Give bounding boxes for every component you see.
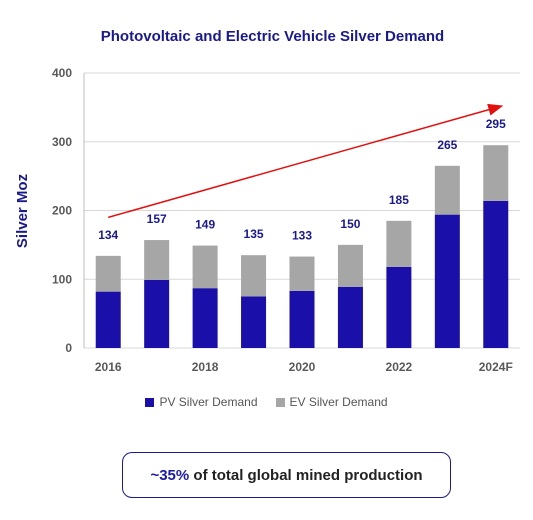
y-tick-label: 200 xyxy=(52,204,72,218)
total-label: 265 xyxy=(437,138,457,152)
legend-item-ev: EV Silver Demand xyxy=(275,395,388,409)
total-label: 295 xyxy=(486,117,506,131)
total-label: 157 xyxy=(147,212,167,226)
legend-item-pv: PV Silver Demand xyxy=(145,395,258,409)
bar-ev xyxy=(483,145,509,201)
bar-pv xyxy=(241,296,267,348)
total-label: 150 xyxy=(340,217,360,231)
x-tick-label: 2018 xyxy=(192,360,219,374)
callout-text: of total global mined production xyxy=(189,466,423,484)
legend-label-pv: PV Silver Demand xyxy=(159,395,258,409)
total-label: 185 xyxy=(389,193,409,207)
bar-pv xyxy=(434,214,460,348)
y-tick-label: 0 xyxy=(65,341,72,355)
x-tick-label: 2024F xyxy=(479,360,513,374)
bar-ev xyxy=(241,255,267,297)
total-label: 134 xyxy=(98,228,118,242)
bar-pv xyxy=(95,291,121,348)
bar-pv xyxy=(386,266,412,348)
bar-ev xyxy=(192,245,218,289)
total-label: 135 xyxy=(244,227,264,241)
total-label: 133 xyxy=(292,229,312,243)
bar-ev xyxy=(434,165,460,215)
bar-ev xyxy=(386,220,412,267)
y-axis-label: Silver Moz xyxy=(14,174,31,248)
legend-label-ev: EV Silver Demand xyxy=(289,395,388,409)
y-tick-label: 300 xyxy=(52,135,72,149)
bar-ev xyxy=(144,240,170,280)
y-tick-label: 400 xyxy=(52,66,72,80)
total-label: 149 xyxy=(195,218,215,232)
bar-ev xyxy=(95,255,121,292)
bar-pv xyxy=(483,200,509,348)
bar-ev xyxy=(337,244,363,287)
bar-pv xyxy=(192,288,218,348)
bar-chart: 0 100 200 300 400 Silver Moz 134 2016 157 149 2018… xyxy=(14,66,520,374)
y-tick-label: 100 xyxy=(52,272,72,286)
x-tick-label: 2020 xyxy=(289,360,316,374)
legend-swatch-ev xyxy=(275,397,285,407)
bar-pv xyxy=(289,290,315,348)
bar-ev xyxy=(289,256,315,291)
trend-arrow xyxy=(108,103,504,219)
legend-swatch-pv xyxy=(145,397,155,407)
callout-box: ~35% of total global mined production xyxy=(122,452,451,498)
callout-highlight: ~35% xyxy=(150,466,190,484)
legend: PV Silver Demand EV Silver Demand xyxy=(0,395,533,409)
bar-pv xyxy=(144,279,170,348)
chart-title: Photovoltaic and Electric Vehicle Silver… xyxy=(100,28,445,45)
x-tick-label: 2016 xyxy=(95,360,122,374)
x-tick-label: 2022 xyxy=(386,360,413,374)
bar-pv xyxy=(337,286,363,348)
